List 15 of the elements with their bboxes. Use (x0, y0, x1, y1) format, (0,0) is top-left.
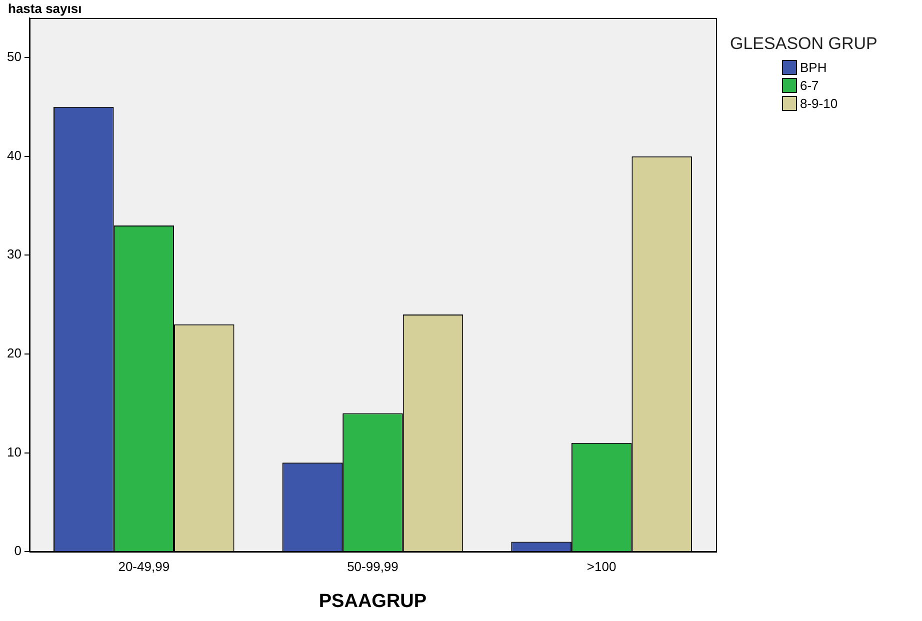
y-tick-label: 50 (6, 49, 22, 64)
x-axis-title: PSAAGRUP (318, 590, 427, 612)
y-tick-label: 30 (6, 246, 22, 262)
legend-label: 6-7 (800, 78, 819, 93)
y-tick-label: 10 (6, 444, 22, 460)
legend-label: 8-9-10 (800, 96, 838, 111)
x-tick-label: 50-99,99 (347, 558, 398, 574)
y-tick-label: 0 (14, 543, 22, 558)
y-tick-label: 40 (6, 148, 22, 163)
legend-title: GLESASON GRUP (730, 34, 878, 54)
y-axis-title: hasta sayısı (8, 1, 82, 16)
legend-label: BPH (800, 60, 827, 75)
x-tick-label: >100 (586, 558, 616, 574)
x-tick-label: 20-49,99 (118, 558, 170, 574)
y-tick-label: 20 (6, 346, 22, 361)
